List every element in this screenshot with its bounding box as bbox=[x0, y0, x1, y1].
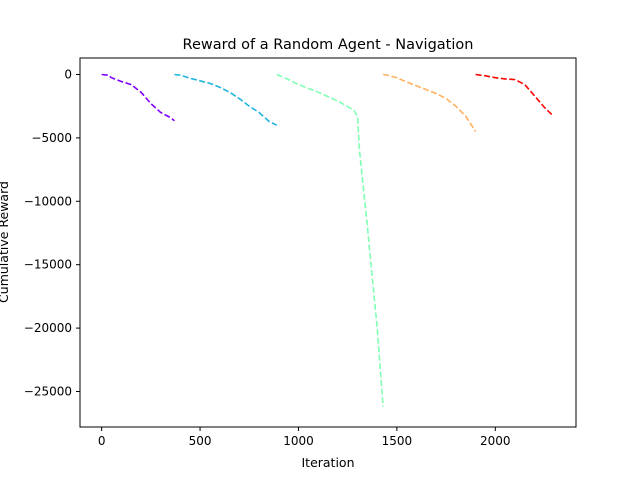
series-line-3 bbox=[276, 73, 384, 407]
y-tick-label: −10000 bbox=[24, 194, 72, 208]
x-tick-label: 1000 bbox=[283, 434, 314, 448]
series-line-4 bbox=[382, 73, 477, 132]
y-tick-label: 0 bbox=[64, 67, 72, 81]
series-line-5 bbox=[475, 73, 553, 116]
plot-lines bbox=[101, 73, 553, 407]
y-tick-label: −15000 bbox=[24, 258, 72, 272]
x-axis-ticks: 0 500 1000 1500 2000 bbox=[98, 427, 511, 448]
x-tick-label: 1500 bbox=[382, 434, 413, 448]
series-line-2 bbox=[174, 73, 278, 126]
plot-frame bbox=[79, 57, 577, 428]
x-axis-label: Iteration bbox=[301, 455, 354, 470]
series-line-1 bbox=[101, 73, 175, 122]
chart-title: Reward of a Random Agent - Navigation bbox=[183, 37, 474, 53]
y-axis-label: Cumulative Reward bbox=[0, 181, 11, 303]
x-tick-label: 500 bbox=[189, 434, 212, 448]
y-axis-ticks: 0 −5000 −10000 −15000 −20000 −25000 bbox=[24, 67, 80, 398]
y-tick-label: −20000 bbox=[24, 321, 72, 335]
x-tick-label: 0 bbox=[98, 434, 106, 448]
y-tick-label: −5000 bbox=[31, 131, 72, 145]
x-tick-label: 2000 bbox=[480, 434, 511, 448]
y-tick-label: −25000 bbox=[24, 384, 72, 398]
